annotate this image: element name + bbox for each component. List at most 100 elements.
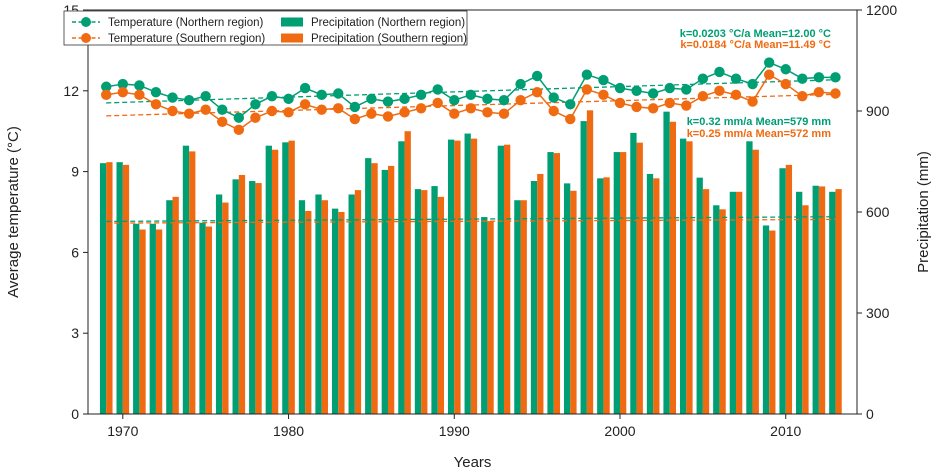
bar-precip-north-1989 <box>431 186 438 414</box>
bar-precip-north-1991 <box>464 133 471 414</box>
bar-precip-north-2002 <box>646 173 654 414</box>
bar-precip-north-1988 <box>414 189 422 414</box>
bar-precip-south-1989 <box>437 196 444 414</box>
annotation-temp-north-stats: k=0.0203 °C/a Mean=12.00 °C <box>680 28 831 40</box>
point-temp-north-2008 <box>747 78 758 90</box>
bar-precip-south-1977 <box>238 174 246 414</box>
point-temp-north-1976 <box>217 104 228 115</box>
point-temp-south-1969 <box>101 89 112 101</box>
point-temp-north-1989 <box>432 84 443 95</box>
point-temp-north-1972 <box>150 86 162 98</box>
y-left-tick-label-12: 12 <box>63 83 79 99</box>
bar-precip-north-2003 <box>663 111 670 415</box>
bar-precip-south-2008 <box>752 149 759 414</box>
legend-bar-swatch-2 <box>281 17 303 27</box>
point-temp-north-1986 <box>382 96 394 107</box>
point-temp-north-2007 <box>730 73 742 84</box>
legend-entry-precip-south: Precipitation (Southern region) <box>281 33 467 45</box>
point-temp-south-1985 <box>366 108 377 119</box>
bar-precip-south-1987 <box>404 131 411 414</box>
bar-precip-north-1999 <box>597 178 604 414</box>
point-temp-south-1999 <box>598 89 609 101</box>
bar-precip-north-2005 <box>696 177 703 414</box>
point-temp-south-1980 <box>283 107 294 118</box>
bar-precip-south-1980 <box>288 140 295 414</box>
bar-precip-north-1972 <box>149 223 156 414</box>
point-temp-south-2005 <box>697 90 709 102</box>
point-temp-south-1974 <box>183 108 195 119</box>
point-temp-south-1971 <box>134 89 145 101</box>
point-temp-north-2005 <box>697 73 709 84</box>
point-temp-north-1979 <box>266 90 278 102</box>
point-temp-north-1985 <box>366 93 377 105</box>
point-temp-south-2001 <box>631 101 642 113</box>
point-temp-south-2003 <box>664 97 675 109</box>
point-temp-north-1978 <box>250 99 261 110</box>
bar-precip-north-1995 <box>530 181 538 414</box>
bar-precip-south-1982 <box>321 200 328 414</box>
bar-precip-south-1974 <box>189 151 196 414</box>
x-tick-label-1990: 1990 <box>439 423 470 439</box>
bar-precip-north-1998 <box>580 121 587 414</box>
point-temp-south-1975 <box>200 104 211 115</box>
bar-precip-north-2008 <box>746 141 753 415</box>
legend-label-temp-south: Temperature (Southern region) <box>108 33 265 45</box>
bar-precip-north-1987 <box>398 141 405 415</box>
bar-precip-south-2000 <box>620 152 627 414</box>
legend-marker-swatch-0 <box>81 17 91 27</box>
bar-precip-south-2013 <box>835 189 842 414</box>
bar-precip-north-1975 <box>199 222 206 414</box>
bar-precip-north-1980 <box>282 142 289 414</box>
bar-precip-north-2007 <box>729 191 737 414</box>
bar-precip-south-1981 <box>305 210 312 414</box>
bar-precip-south-1973 <box>172 196 179 414</box>
point-temp-north-2006 <box>714 66 725 78</box>
bar-precip-south-1993 <box>503 144 511 415</box>
bar-precip-north-2011 <box>796 191 803 414</box>
bar-precip-south-1970 <box>122 164 130 414</box>
point-temp-north-1973 <box>167 92 178 103</box>
bar-precip-north-1992 <box>481 217 488 414</box>
bar-precip-north-1996 <box>547 152 554 414</box>
point-temp-north-1990 <box>449 95 460 106</box>
annotations: k=0.0203 °C/a Mean=12.00 °C k=0.0184 °C/… <box>680 28 832 140</box>
bar-precip-north-1986 <box>381 169 388 414</box>
point-temp-south-1993 <box>498 108 510 119</box>
legend-box <box>63 10 468 46</box>
point-temp-south-1978 <box>250 112 261 123</box>
bar-precip-north-1990 <box>447 139 455 414</box>
bar-precip-north-1977 <box>232 179 239 414</box>
bar-precip-south-2010 <box>785 164 793 414</box>
bar-precip-north-1974 <box>182 145 190 414</box>
trend-line-precip-north <box>106 216 836 223</box>
y-right-tick-label-900: 900 <box>866 103 890 119</box>
bar-precip-south-1969 <box>106 162 113 414</box>
bar-precip-north-2012 <box>812 185 819 414</box>
annotation-precip-north-stats: k=0.32 mm/a Mean=579 mm <box>687 116 832 128</box>
y-right-tick-label-600: 600 <box>866 204 890 220</box>
point-temp-south-2002 <box>647 103 659 114</box>
temperature-lines <box>101 57 841 136</box>
x-tick-label-1980: 1980 <box>273 423 304 439</box>
point-temp-south-1990 <box>449 108 460 119</box>
bar-precip-south-1996 <box>553 153 561 414</box>
bar-precip-south-1986 <box>387 165 395 414</box>
point-temp-south-1982 <box>316 104 327 115</box>
bar-precip-south-1992 <box>487 221 494 414</box>
point-temp-north-2012 <box>813 72 825 83</box>
bar-precip-north-1983 <box>331 208 339 414</box>
bar-precip-south-2004 <box>686 141 693 415</box>
point-temp-south-1981 <box>299 99 311 110</box>
bar-precip-north-2006 <box>713 205 720 414</box>
point-temp-north-1983 <box>333 88 344 99</box>
point-temp-south-2006 <box>714 85 725 97</box>
point-temp-north-2002 <box>647 88 659 99</box>
point-temp-south-1970 <box>117 86 128 98</box>
point-temp-south-1995 <box>531 86 543 98</box>
point-temp-south-2007 <box>730 89 742 101</box>
annotation-precip-south-stats: k=0.25 mm/a Mean=572 mm <box>687 128 832 140</box>
point-temp-south-2008 <box>747 96 758 107</box>
y-right-tick-label-1200: 1200 <box>866 2 897 18</box>
bar-precip-north-1993 <box>497 145 504 414</box>
